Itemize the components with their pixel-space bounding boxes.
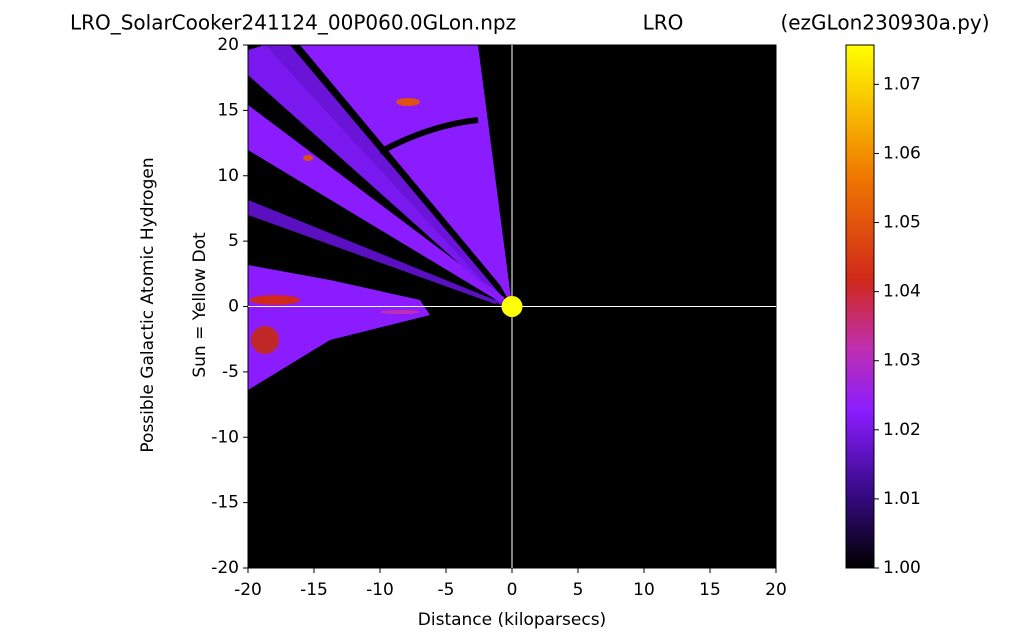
y-tick-label: 20 — [217, 35, 239, 55]
y-tick-label: -15 — [211, 493, 239, 513]
heat-spot — [251, 326, 279, 354]
heat-gap — [378, 117, 479, 155]
y-tick-label: 15 — [217, 100, 239, 120]
sun-marker — [501, 296, 523, 317]
y-tick-label: 10 — [217, 166, 239, 186]
y-label: Possible Galactic Atomic Hydrogen — [138, 157, 158, 452]
heat-region — [300, 45, 512, 306]
colorbar-tick-label: 1.02 — [883, 420, 921, 440]
colorbar-tick-label: 1.07 — [883, 74, 921, 94]
colorbar — [845, 44, 875, 569]
x-tick-label: -20 — [234, 580, 262, 600]
title: LRO — [643, 11, 684, 35]
title: LRO_SolarCooker241124_00P060.0GLon.npz — [70, 11, 516, 35]
heat-spot — [250, 295, 300, 305]
colorbar-tick-label: 1.01 — [883, 489, 921, 509]
y-tick-label: -5 — [222, 362, 239, 382]
heat-region — [248, 105, 505, 302]
x-tick-label: -5 — [438, 580, 455, 600]
x-tick-label: 0 — [507, 580, 518, 600]
x-tick-label: 15 — [699, 580, 721, 600]
heat-spot — [380, 310, 420, 314]
y-tick-label: 5 — [228, 231, 239, 251]
x-tick-label: 10 — [633, 580, 655, 600]
heat-region — [248, 265, 430, 390]
y-tick-label: -10 — [211, 427, 239, 447]
colorbar-tick-label: 1.04 — [883, 282, 921, 302]
x-tick-label: 5 — [573, 580, 584, 600]
colorbar-tick-label: 1.03 — [883, 351, 921, 371]
colorbar-tick-label: 1.06 — [883, 143, 921, 163]
heat-spot — [303, 155, 313, 161]
x-label: Distance (kiloparsecs) — [418, 610, 606, 630]
heat-spot — [396, 98, 420, 106]
colorbar-tick-label: 1.00 — [883, 558, 921, 578]
title: (ezGLon230930a.py) — [780, 11, 989, 35]
colorbar-tick-label: 1.05 — [883, 213, 921, 233]
y-tick-label: -20 — [211, 558, 239, 578]
y-tick-label: 0 — [228, 297, 239, 317]
x-tick-label: -15 — [300, 580, 328, 600]
y-label: Sun = Yellow Dot — [190, 232, 210, 378]
x-tick-label: 20 — [765, 580, 787, 600]
x-tick-label: -10 — [366, 580, 394, 600]
heat-region — [248, 45, 500, 300]
heat-region — [248, 200, 500, 304]
heatmap — [248, 45, 512, 390]
